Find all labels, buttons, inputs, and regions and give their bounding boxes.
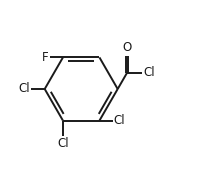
Text: F: F: [42, 51, 49, 64]
Text: Cl: Cl: [19, 82, 30, 96]
Text: Cl: Cl: [143, 66, 155, 79]
Text: Cl: Cl: [114, 114, 125, 127]
Text: O: O: [122, 41, 132, 54]
Text: Cl: Cl: [57, 137, 69, 150]
